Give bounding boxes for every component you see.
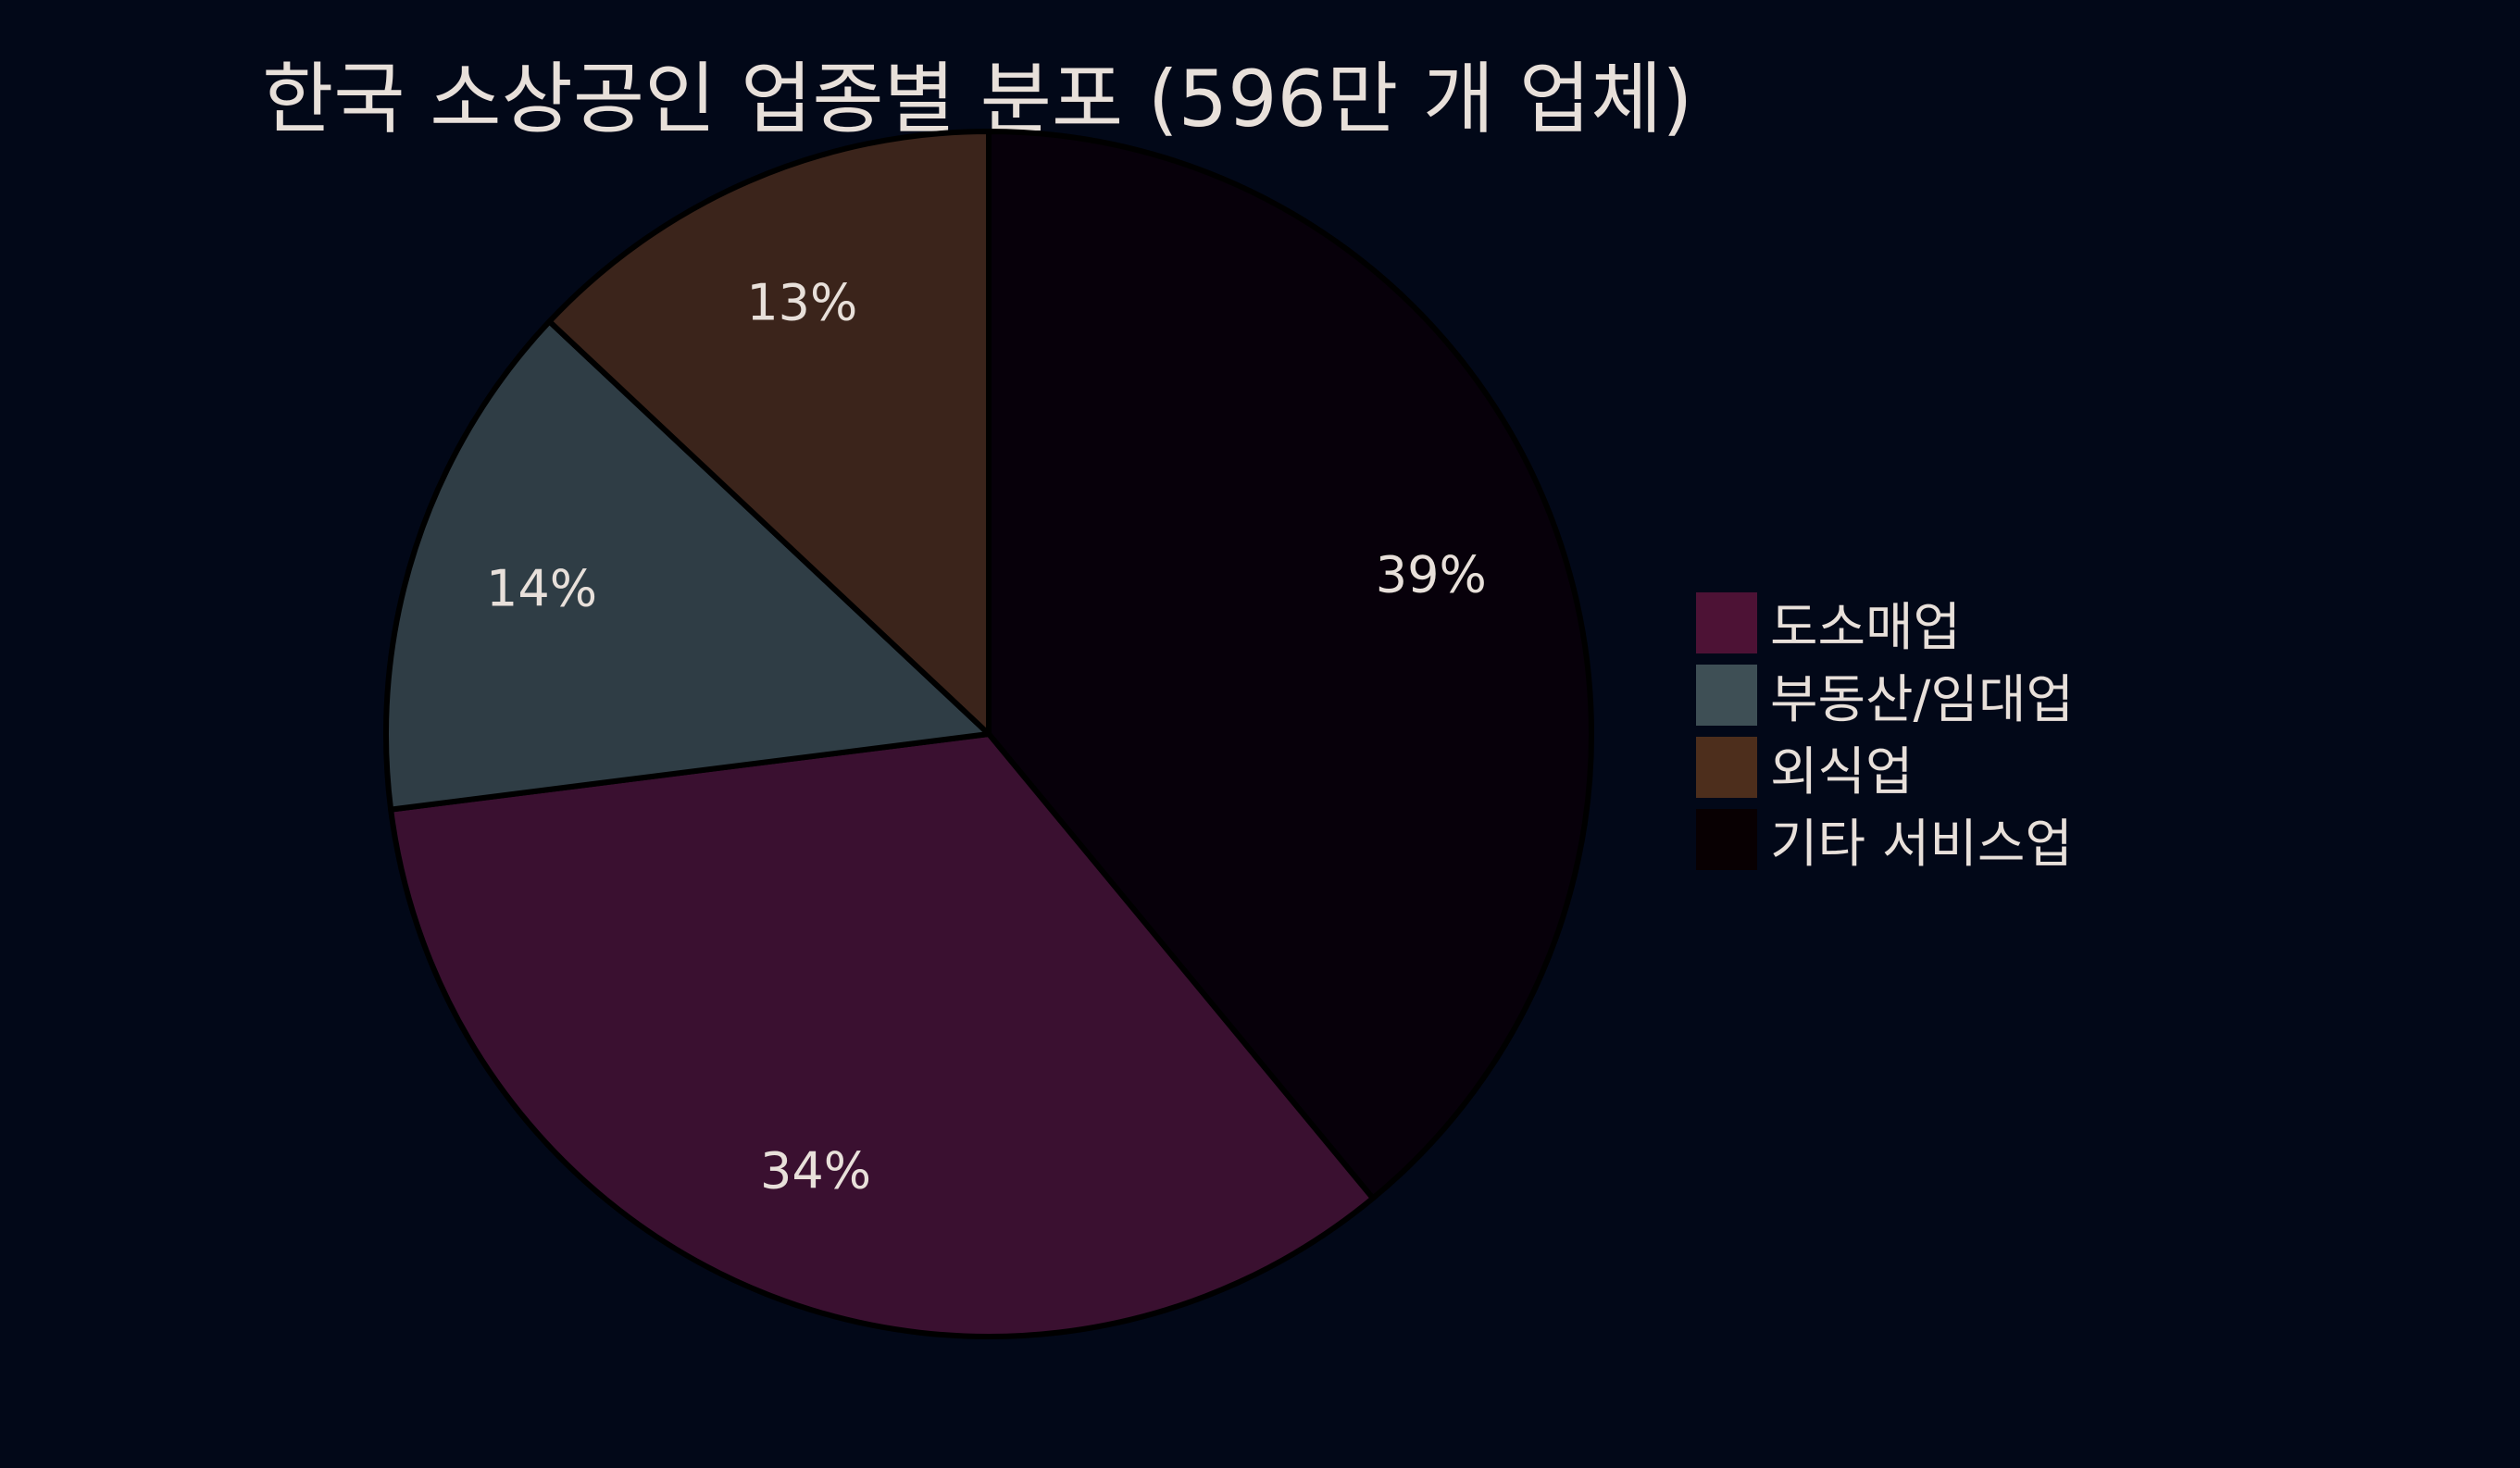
legend-label: 외식업 — [1770, 741, 1914, 802]
legend-label: 기타 서비스업 — [1770, 814, 2073, 875]
legend-label: 도소매업 — [1770, 597, 1962, 658]
legend-item: 도소매업 — [1696, 587, 2074, 659]
pct-label: 39% — [1376, 545, 1487, 603]
pct-label: 14% — [486, 560, 597, 618]
pie-slice-2 — [546, 129, 992, 737]
legend-swatch — [1696, 665, 1757, 726]
pie-slice-0 — [388, 731, 1376, 1339]
legend-swatch — [1696, 809, 1757, 870]
legend-swatch — [1696, 737, 1757, 798]
pie-slice-1 — [383, 318, 992, 813]
legend-item: 기타 서비스업 — [1696, 803, 2074, 876]
pct-label: 13% — [746, 273, 857, 331]
legend-swatch — [1696, 592, 1757, 653]
legend-item: 외식업 — [1696, 731, 2074, 803]
legend-item: 부동산/임대업 — [1696, 659, 2074, 731]
legend-label: 부동산/임대업 — [1770, 669, 2074, 730]
pct-label: 34% — [760, 1142, 871, 1201]
pie-slice-3 — [986, 129, 1594, 1201]
